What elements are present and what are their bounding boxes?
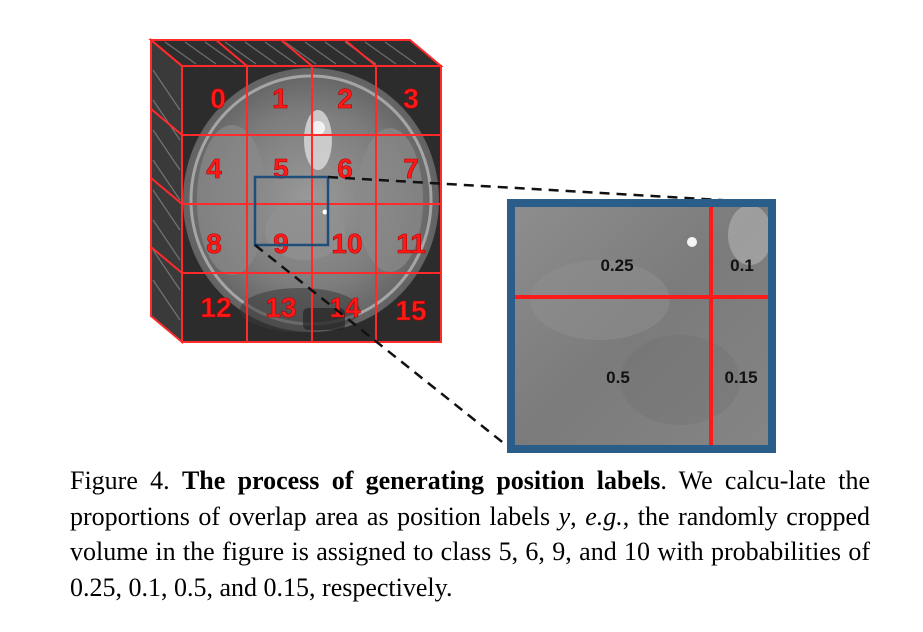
grid-label-6: 6 <box>337 153 353 184</box>
caption-prefix: Figure 4. <box>70 466 182 495</box>
grid-label-2: 2 <box>337 83 353 114</box>
caption-eg: e.g. <box>585 501 623 531</box>
caption-text-3: , the randomly cropped volume in the fig… <box>70 501 871 602</box>
caption-variable: y <box>558 501 571 531</box>
caption-text-2: , <box>570 501 586 531</box>
grid-label-13: 13 <box>265 292 296 323</box>
grid-label-11: 11 <box>396 228 426 259</box>
grid-label-4: 4 <box>206 153 222 184</box>
zoom-label-class10: 0.15 <box>724 368 757 387</box>
zoom-view: 0.25 0.1 0.5 0.15 <box>507 199 776 453</box>
zoom-label-class6: 0.1 <box>730 256 754 275</box>
grid-label-12: 12 <box>200 292 231 323</box>
grid-label-14: 14 <box>329 292 361 323</box>
grid-label-0: 0 <box>210 83 226 114</box>
grid-labels: 0 1 2 3 4 5 6 7 8 9 10 11 12 13 14 15 <box>200 83 427 327</box>
zoom-label-class5: 0.25 <box>600 256 633 275</box>
figure-caption: Figure 4. The process of generating posi… <box>70 463 870 605</box>
zoom-label-class9: 0.5 <box>606 368 630 387</box>
zoom-connectors <box>254 175 773 450</box>
grid-label-3: 3 <box>403 83 419 114</box>
grid-label-10: 10 <box>331 228 362 259</box>
grid-label-1: 1 <box>272 83 288 114</box>
grid-label-5: 5 <box>273 153 289 184</box>
figure-illustration: 0 1 2 3 4 5 6 7 8 9 10 11 12 13 14 15 0.… <box>148 37 776 453</box>
grid-label-15: 15 <box>395 295 426 326</box>
position-grid <box>148 37 444 345</box>
crop-box <box>253 175 330 247</box>
grid-label-7: 7 <box>403 153 419 184</box>
caption-title: The process of generating position label… <box>181 466 661 495</box>
grid-label-8: 8 <box>206 228 222 259</box>
grid-label-9: 9 <box>273 228 289 259</box>
caption-text-1: . We calcu-late the proportions of overl… <box>70 466 871 531</box>
